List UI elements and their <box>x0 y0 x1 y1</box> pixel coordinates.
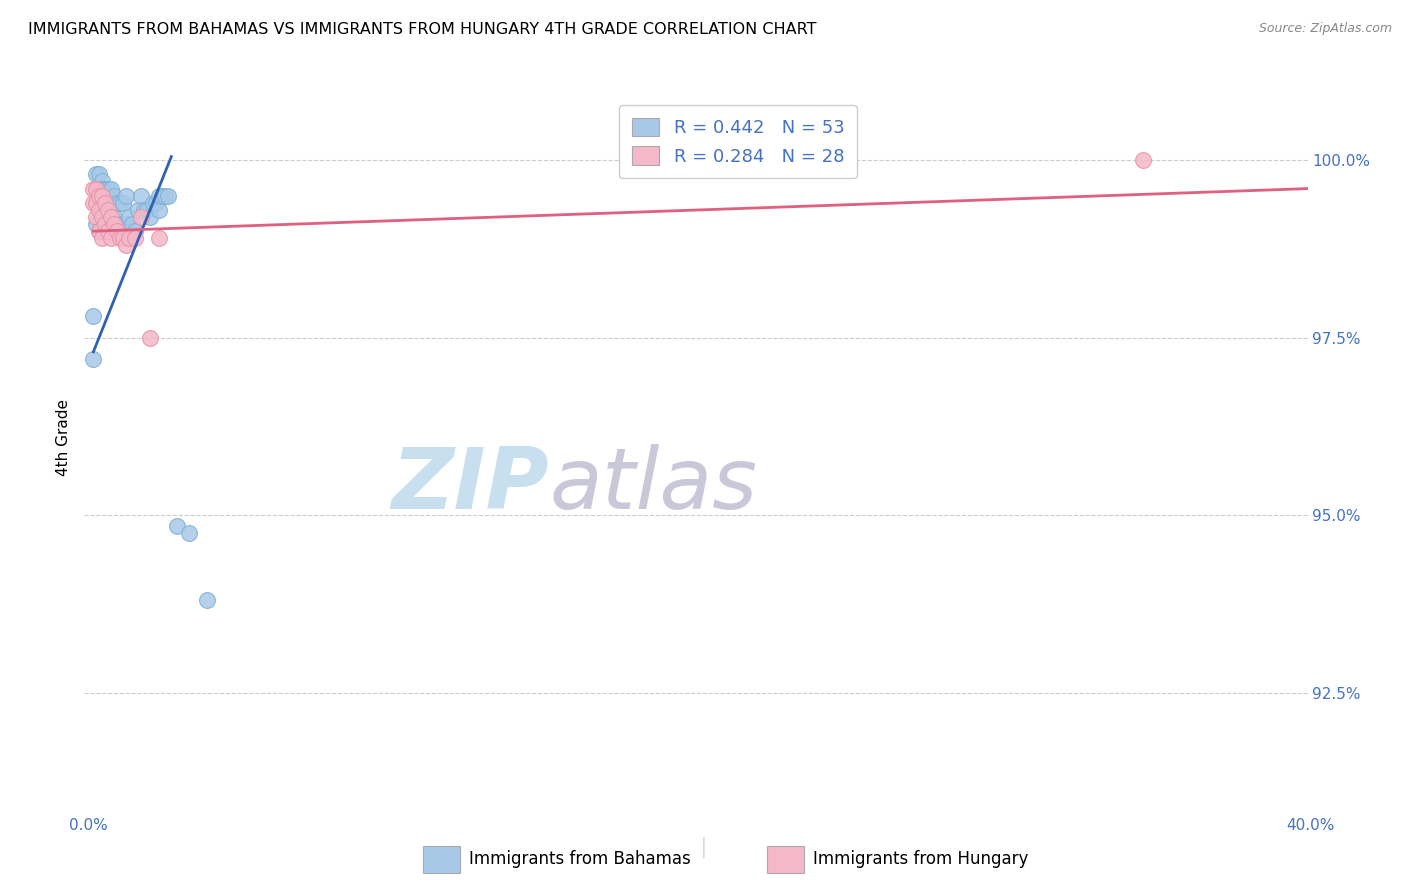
Point <box>82 195 104 210</box>
Point <box>82 181 104 195</box>
Point <box>166 518 188 533</box>
Point <box>148 231 170 245</box>
Point <box>139 331 162 345</box>
Text: atlas: atlas <box>550 444 758 527</box>
Point <box>124 224 146 238</box>
Point <box>91 231 114 245</box>
Point <box>94 195 117 210</box>
Point <box>89 202 111 217</box>
Point <box>100 231 122 245</box>
Point <box>89 168 111 182</box>
Point <box>100 210 122 224</box>
Point <box>136 202 159 217</box>
Legend: R = 0.442   N = 53, R = 0.284   N = 28: R = 0.442 N = 53, R = 0.284 N = 28 <box>620 105 856 178</box>
Point <box>86 217 108 231</box>
Point <box>112 224 135 238</box>
Point <box>82 351 104 366</box>
Text: Source: ZipAtlas.com: Source: ZipAtlas.com <box>1258 22 1392 36</box>
Text: IMMIGRANTS FROM BAHAMAS VS IMMIGRANTS FROM HUNGARY 4TH GRADE CORRELATION CHART: IMMIGRANTS FROM BAHAMAS VS IMMIGRANTS FR… <box>28 22 817 37</box>
Point <box>91 195 114 210</box>
Point <box>112 231 135 245</box>
Point <box>86 181 108 195</box>
Point <box>127 202 149 217</box>
Point <box>195 593 218 607</box>
Text: 40.0%: 40.0% <box>1286 818 1334 832</box>
Point <box>89 224 111 238</box>
Text: |: | <box>699 837 707 858</box>
Bar <box>766 847 804 873</box>
Point <box>110 217 132 231</box>
Point <box>86 210 108 224</box>
Point <box>94 210 117 224</box>
Point <box>91 210 114 224</box>
Point <box>148 188 170 202</box>
Point <box>89 202 111 217</box>
Point <box>115 188 138 202</box>
Point <box>134 202 156 217</box>
Point <box>1132 153 1154 168</box>
Point <box>150 188 173 202</box>
Point <box>105 224 128 238</box>
Bar <box>422 847 460 873</box>
Point <box>82 310 104 324</box>
Point <box>148 202 170 217</box>
Point <box>86 195 108 210</box>
Point <box>131 188 153 202</box>
Point <box>86 181 108 195</box>
Text: Immigrants from Hungary: Immigrants from Hungary <box>813 849 1029 868</box>
Point <box>91 181 114 195</box>
Point <box>100 210 122 224</box>
Point <box>115 217 138 231</box>
Point <box>105 217 128 231</box>
Point <box>97 217 120 231</box>
Point <box>97 195 120 210</box>
Point <box>103 188 125 202</box>
Point <box>112 195 135 210</box>
Point <box>91 224 114 238</box>
Point <box>118 231 141 245</box>
Point <box>103 210 125 224</box>
Point <box>91 210 114 224</box>
Point <box>131 210 153 224</box>
Point <box>121 217 143 231</box>
Point <box>86 195 108 210</box>
Point <box>145 195 167 210</box>
Point <box>105 195 128 210</box>
Point <box>139 210 162 224</box>
Point <box>100 181 122 195</box>
Point <box>110 195 132 210</box>
Text: 0.0%: 0.0% <box>69 818 108 832</box>
Point <box>94 195 117 210</box>
Point <box>115 238 138 252</box>
Point <box>89 188 111 202</box>
Point <box>89 181 111 195</box>
Point <box>179 525 201 540</box>
Y-axis label: 4th Grade: 4th Grade <box>56 399 72 475</box>
Point <box>103 217 125 231</box>
Point <box>86 168 108 182</box>
Point <box>155 188 177 202</box>
Point <box>97 202 120 217</box>
Point <box>94 181 117 195</box>
Point <box>94 224 117 238</box>
Point <box>97 181 120 195</box>
Point <box>89 224 111 238</box>
Text: Immigrants from Bahamas: Immigrants from Bahamas <box>468 849 690 868</box>
Point <box>89 188 111 202</box>
Point <box>110 231 132 245</box>
Point <box>94 217 117 231</box>
Point <box>124 231 146 245</box>
Point <box>142 195 165 210</box>
Point <box>157 188 180 202</box>
Point <box>91 188 114 202</box>
Text: ZIP: ZIP <box>391 444 550 527</box>
Point <box>97 224 120 238</box>
Point <box>91 174 114 188</box>
Point <box>118 210 141 224</box>
